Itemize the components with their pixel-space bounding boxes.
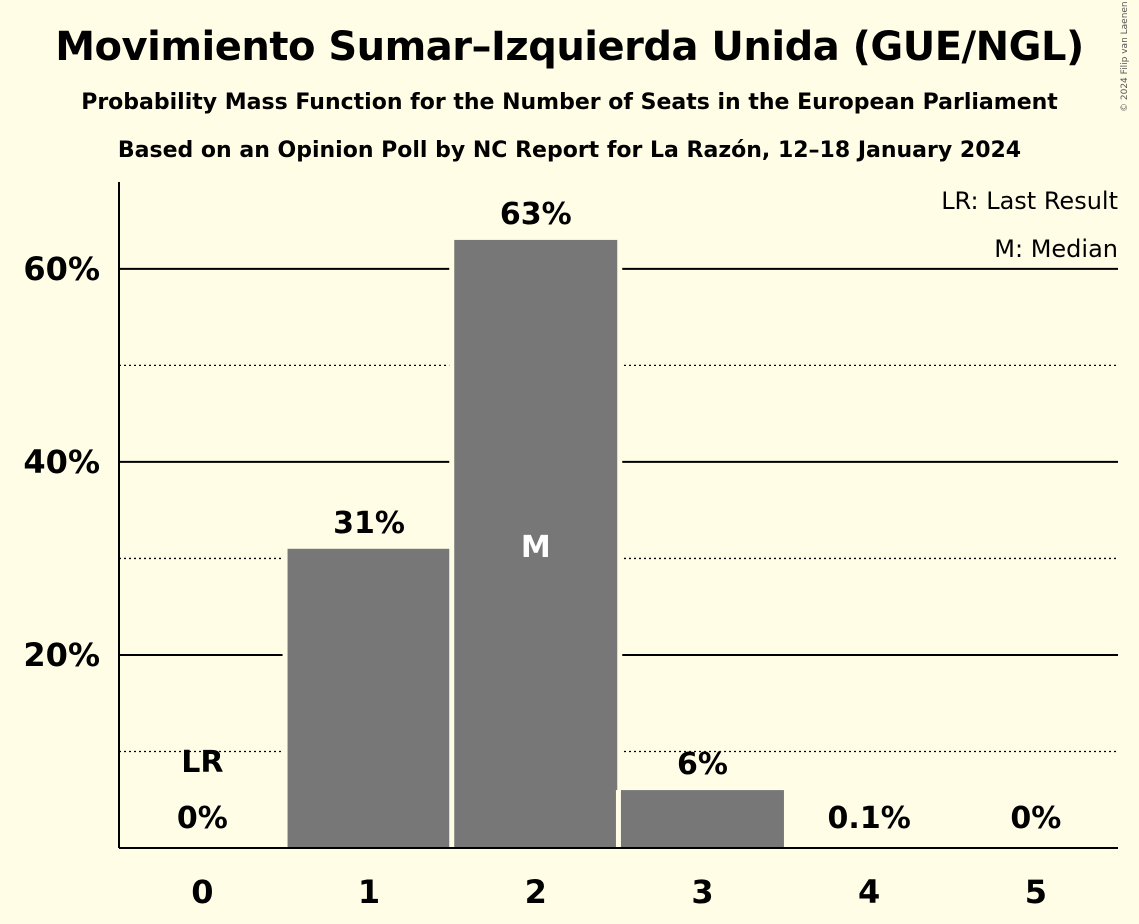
data-label-2: 63% xyxy=(500,197,572,232)
data-labels: 0% 31% 63% 6% 0.1% 0% LR M xyxy=(177,197,1061,836)
legend-last-result: LR: Last Result xyxy=(941,187,1118,215)
x-tick-label: 5 xyxy=(1025,873,1047,911)
bars xyxy=(282,239,789,849)
data-label-1: 31% xyxy=(333,506,405,541)
bar-2 xyxy=(454,239,618,849)
chart-title: Movimiento Sumar–Izquierda Unida (GUE/NG… xyxy=(55,24,1084,70)
x-tick-label: 2 xyxy=(525,873,547,911)
x-tick-label: 4 xyxy=(858,873,880,911)
legend: LR: Last Result M: Median xyxy=(941,187,1118,263)
y-tick-label: 20% xyxy=(23,636,100,674)
legend-median: M: Median xyxy=(994,235,1118,263)
axes: 20% 40% 60% 0 1 2 3 4 5 xyxy=(23,182,1118,911)
data-label-0: 0% xyxy=(177,801,228,836)
chart-subtitle: Probability Mass Function for the Number… xyxy=(81,90,1058,115)
data-label-4: 0.1% xyxy=(828,801,911,836)
data-label-3: 6% xyxy=(677,747,728,782)
bar-3 xyxy=(620,790,784,848)
bar-1 xyxy=(287,548,451,848)
median-marker: M xyxy=(521,530,551,565)
x-tick-label: 0 xyxy=(191,873,213,911)
data-label-5: 0% xyxy=(1010,801,1061,836)
last-result-marker: LR xyxy=(181,745,223,780)
x-tick-label: 3 xyxy=(691,873,713,911)
chart-source-subtitle: Based on an Opinion Poll by NC Report fo… xyxy=(117,138,1022,163)
y-tick-label: 60% xyxy=(23,250,100,288)
y-tick-label: 40% xyxy=(23,443,100,481)
x-tick-label: 1 xyxy=(358,873,380,911)
